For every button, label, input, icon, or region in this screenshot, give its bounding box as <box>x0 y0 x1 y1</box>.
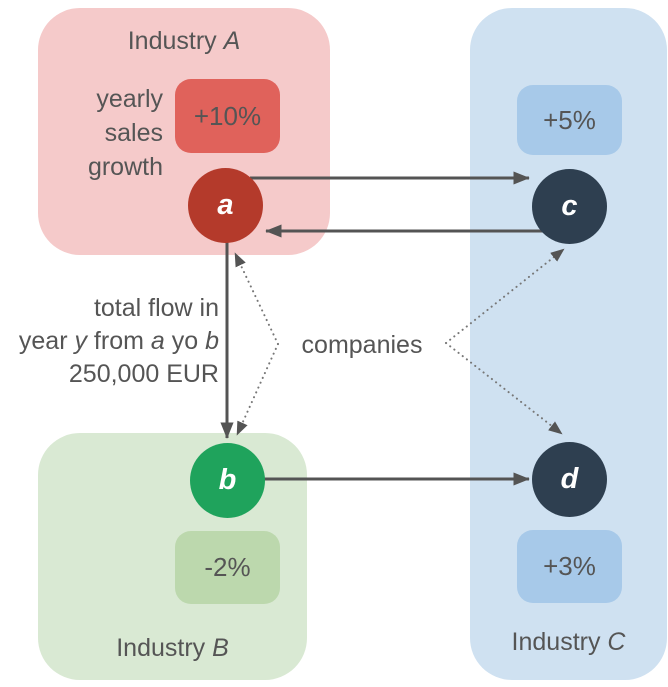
industry-c-title: Industry C <box>470 628 667 657</box>
industry-b-title-letter: B <box>212 634 229 662</box>
industry-c-title-letter: C <box>607 628 626 656</box>
growth-label-line-2: sales <box>104 119 163 147</box>
flow-line2-part-3: from <box>86 327 151 355</box>
industry-c-growth-badge-bottom: +3% <box>517 530 622 603</box>
flow-line2-part-4: a <box>150 327 165 355</box>
flow-annotation-line-1: total flow in <box>93 294 219 322</box>
industry-a-title: Industry A <box>38 27 330 56</box>
growth-label-line-1: yearly <box>96 85 163 113</box>
industry-c-title-prefix: Industry <box>511 628 608 656</box>
industry-a-title-prefix: Industry <box>127 27 224 55</box>
flow-annotation-line-2: year y from a yo b <box>0 325 219 358</box>
yearly-sales-growth-label: yearly sales growth <box>48 82 163 184</box>
flow-annotation: total flow in year y from a yo b 250,000… <box>0 292 219 391</box>
industry-b-growth-badge: -2% <box>175 531 280 604</box>
company-node-a: a <box>188 168 263 243</box>
industry-c-growth-badge-top: +5% <box>517 85 622 155</box>
flow-line2-part-1: year <box>18 327 75 355</box>
flow-annotation-line-3: 250,000 EUR <box>68 360 219 388</box>
industry-a-growth-badge: +10% <box>175 79 280 153</box>
company-node-b: b <box>190 443 265 518</box>
company-node-d: d <box>532 442 607 517</box>
industry-a-title-letter: A <box>223 27 241 55</box>
flow-line2-part-5: yo <box>164 327 206 355</box>
growth-label-line-3: growth <box>87 153 163 181</box>
companies-annotation: companies <box>301 331 423 359</box>
flow-line2-part-6: b <box>205 327 219 355</box>
flow-line2-part-2: y <box>74 327 87 355</box>
company-node-c: c <box>532 169 607 244</box>
industry-b-title-prefix: Industry <box>116 634 213 662</box>
industry-b-region: -2% Industry B <box>38 433 307 680</box>
dotted-arrow-companies-to-a <box>234 252 279 345</box>
industry-b-title: Industry B <box>38 634 307 663</box>
dotted-arrow-companies-to-b <box>236 343 279 436</box>
industry-a-region: Industry A yearly sales growth +10% <box>38 8 330 255</box>
industry-c-region: +5% +3% Industry C <box>470 8 667 680</box>
